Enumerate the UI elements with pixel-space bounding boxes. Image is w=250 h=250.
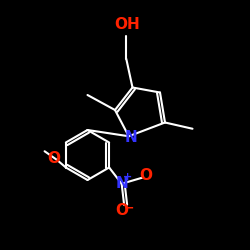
Text: O: O <box>48 151 60 166</box>
Text: +: + <box>123 172 132 182</box>
Text: OH: OH <box>114 18 140 32</box>
Text: N: N <box>115 176 128 191</box>
Text: −: − <box>124 202 134 214</box>
Text: O: O <box>140 168 152 183</box>
Text: N: N <box>124 130 137 145</box>
Text: O: O <box>116 203 129 218</box>
